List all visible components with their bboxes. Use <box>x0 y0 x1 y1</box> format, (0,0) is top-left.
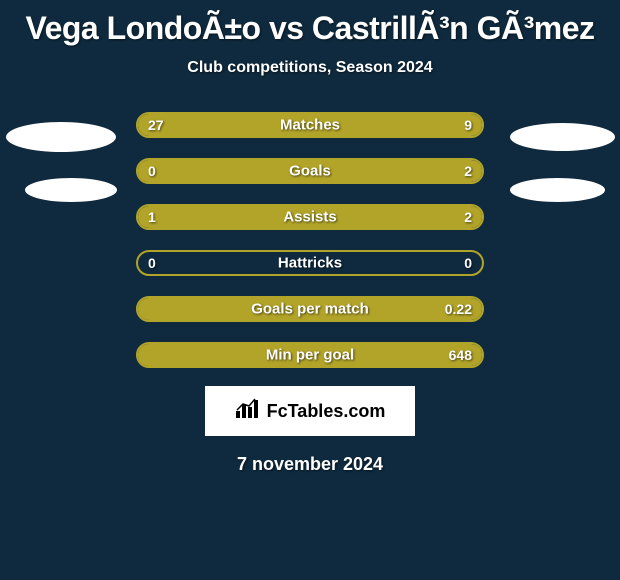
decorative-ellipse-top-left <box>6 122 116 152</box>
stat-value-left: 1 <box>148 209 156 225</box>
stat-value-right: 0.22 <box>445 301 472 317</box>
stat-row: Min per goal 648 <box>136 342 484 368</box>
stat-label: Hattricks <box>278 255 342 272</box>
stat-row: Hattricks 0 0 <box>136 250 484 276</box>
stat-row: Matches 27 9 <box>136 112 484 138</box>
stat-label: Goals per match <box>251 301 369 318</box>
stat-fill-left <box>138 114 396 136</box>
stat-label: Matches <box>280 117 340 134</box>
date-label: 7 november 2024 <box>0 454 620 475</box>
stat-row: Goals per match 0.22 <box>136 296 484 322</box>
stat-value-left: 0 <box>148 163 156 179</box>
stat-label: Goals <box>289 163 331 180</box>
stat-row: Assists 1 2 <box>136 204 484 230</box>
decorative-ellipse-mid-left <box>25 178 117 202</box>
stat-label: Min per goal <box>266 347 354 364</box>
page-subtitle: Club competitions, Season 2024 <box>0 59 620 77</box>
logo-chart-icon <box>235 397 261 425</box>
stat-label: Assists <box>283 209 336 226</box>
page-title: Vega LondoÃ±o vs CastrillÃ³n GÃ³mez <box>0 0 620 47</box>
stat-value-right: 9 <box>464 117 472 133</box>
stat-value-left: 0 <box>148 255 156 271</box>
stats-container: Matches279Goals02Assists12Hattricks00Goa… <box>0 112 620 368</box>
stat-value-right: 2 <box>464 209 472 225</box>
stat-value-left: 27 <box>148 117 164 133</box>
decorative-ellipse-top-right <box>510 123 615 151</box>
stat-value-right: 2 <box>464 163 472 179</box>
stat-value-right: 648 <box>449 347 472 363</box>
decorative-ellipse-mid-right <box>510 178 605 202</box>
logo-box: FcTables.com <box>205 386 415 436</box>
logo-text: FcTables.com <box>267 401 386 422</box>
stat-value-right: 0 <box>464 255 472 271</box>
stat-row: Goals 0 2 <box>136 158 484 184</box>
